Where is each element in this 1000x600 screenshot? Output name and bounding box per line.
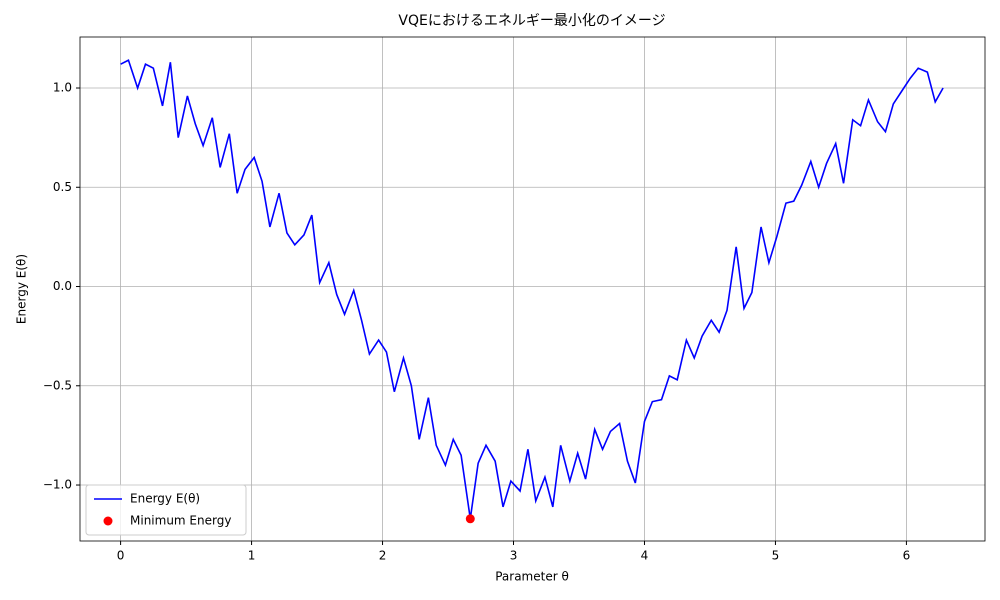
y-tick-label: −1.0 — [43, 478, 72, 492]
x-tick-label: 1 — [248, 549, 256, 563]
line-series — [120, 59, 944, 519]
plot-frame — [79, 36, 986, 542]
legend-label: Minimum Energy — [130, 514, 231, 528]
x-tick-label: 0 — [117, 549, 125, 563]
legend-label: Energy E(θ) — [130, 492, 200, 506]
x-tick-label: 2 — [379, 549, 387, 563]
y-tick-label: 1.0 — [53, 81, 72, 95]
y-axis-label: Energy E(θ) — [15, 254, 29, 324]
x-tick-label: 5 — [772, 549, 780, 563]
point — [465, 514, 475, 524]
y-tick-label: 0.5 — [53, 180, 72, 194]
x-tick-label: 3 — [510, 549, 518, 563]
chart-title: VQEにおけるエネルギー最小化のイメージ — [398, 13, 665, 29]
y-tick-label: 0.0 — [53, 279, 72, 293]
y-tick-label: −0.5 — [43, 378, 72, 392]
legend-box — [85, 484, 247, 536]
x-axis-label: Parameter θ — [495, 570, 569, 584]
legend: Energy E(θ) Minimum Energy — [85, 484, 247, 536]
x-tick-label: 4 — [641, 549, 649, 563]
x-tick-label: 6 — [903, 549, 911, 563]
legend-swatch — [103, 516, 113, 526]
